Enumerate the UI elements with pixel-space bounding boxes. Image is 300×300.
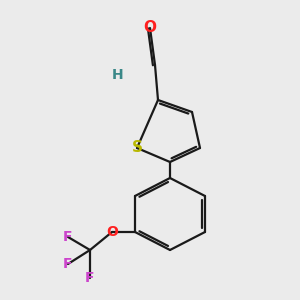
Text: O: O [143,20,157,35]
Text: F: F [63,257,73,271]
Text: H: H [112,68,124,82]
Text: O: O [106,225,118,239]
Text: F: F [85,271,95,285]
Text: S: S [131,140,142,155]
Text: F: F [63,230,73,244]
